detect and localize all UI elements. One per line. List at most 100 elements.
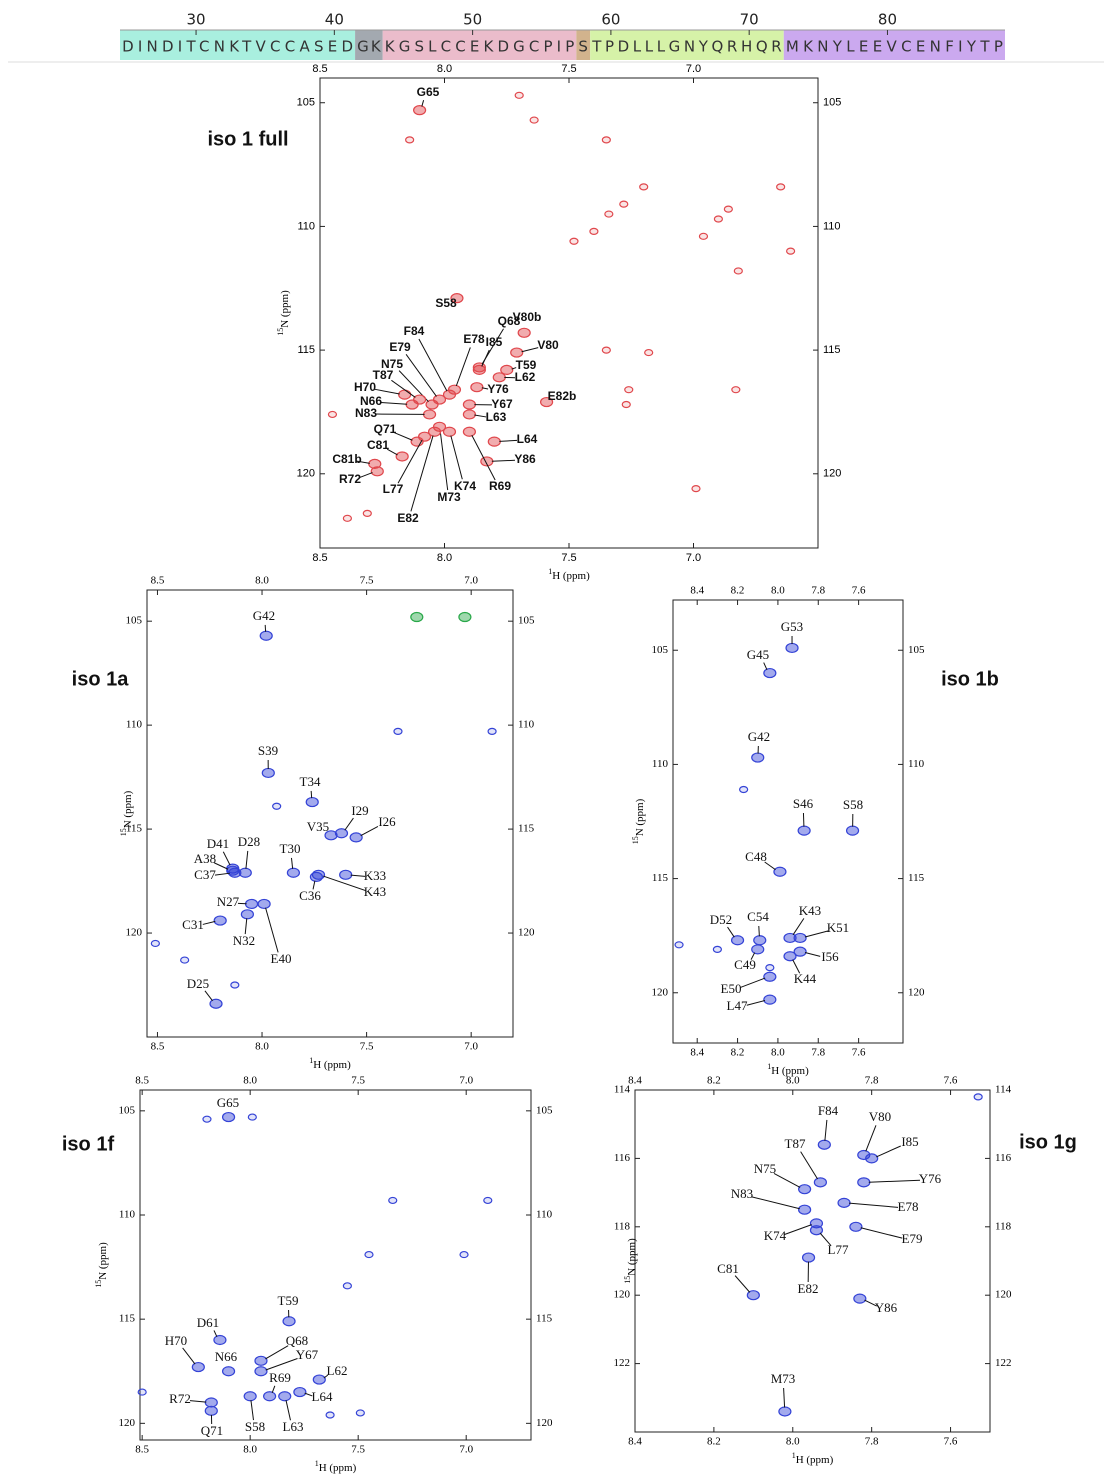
leader-line (481, 349, 490, 367)
peak (150, 939, 160, 948)
plot-frame (146, 589, 514, 1038)
x-axis-label-text: H (ppm) (771, 1065, 809, 1077)
peak (713, 215, 724, 223)
peak-label: C81 (367, 438, 389, 452)
peak (221, 1366, 236, 1377)
x-tick-label: 8.2 (707, 1436, 721, 1448)
peak (674, 941, 684, 949)
x-axis-label-sup: 1 (767, 1062, 771, 1071)
peak-label: Y86 (514, 452, 536, 466)
peak (569, 237, 579, 245)
peak (221, 1111, 236, 1123)
peak-label: D25 (187, 976, 209, 991)
leader-line (860, 1227, 903, 1239)
leader-line (792, 918, 805, 936)
peak-label: C31 (182, 917, 204, 932)
y-axis-label: 15N (ppm) (631, 798, 646, 844)
y-tick-label: 115 (297, 344, 315, 356)
peak-label: T59 (278, 1293, 299, 1308)
leader-line (214, 862, 229, 870)
leader-line (734, 1275, 751, 1293)
y-tick-label: 114 (995, 1084, 1012, 1096)
y-axis-label-text: N (ppm) (279, 290, 291, 328)
peak (413, 105, 427, 116)
sequence-residues: TPDLLLGNYQRHQR (591, 38, 781, 56)
peak (422, 409, 437, 420)
x-axis-label: 1H (ppm) (767, 1062, 809, 1077)
x-tick-label: 7.8 (811, 585, 825, 597)
peak (786, 247, 796, 255)
plot-frame (319, 77, 819, 549)
peak (405, 136, 415, 144)
peak (857, 1177, 871, 1188)
peak (228, 867, 242, 878)
x-tick-label: 8.5 (135, 1075, 149, 1087)
peak-label: M73 (437, 490, 461, 504)
peak-label: S58 (435, 296, 457, 310)
peak (783, 951, 797, 962)
peak (514, 91, 524, 99)
peak (213, 915, 227, 926)
leader-line (182, 1347, 196, 1365)
peak-label: E79 (389, 340, 411, 354)
peak (263, 1391, 277, 1402)
peak (845, 825, 860, 836)
leader-line (360, 825, 379, 837)
y-tick-label: 105 (119, 1104, 136, 1116)
peak (589, 227, 599, 235)
peak (230, 981, 240, 989)
peak (730, 935, 745, 946)
peak (213, 1334, 227, 1346)
peak (312, 1374, 326, 1385)
peak-label: V80 (869, 1109, 891, 1124)
peak-label: T34 (300, 774, 321, 789)
leader-line (374, 388, 400, 395)
leader-line (727, 926, 735, 938)
peak (817, 1139, 831, 1150)
peak-label: H70 (165, 1333, 187, 1348)
x-tick-label: 7.5 (351, 1444, 365, 1456)
peak-label: E50 (721, 981, 742, 996)
leader-line (491, 459, 516, 462)
peak-label: L62 (327, 1363, 348, 1378)
peak (778, 1406, 792, 1417)
sequence-segment (382, 30, 577, 60)
peak-label: C54 (747, 909, 769, 924)
peak (324, 830, 338, 841)
peak (278, 1391, 292, 1402)
x-tick-label: 8.0 (243, 1444, 257, 1456)
peak (733, 267, 743, 275)
leader-line (455, 347, 471, 387)
peak-label: L62 (515, 370, 536, 384)
x-axis-label-sup: 1 (309, 1056, 313, 1065)
peak (529, 116, 539, 124)
peak (751, 944, 765, 955)
y-tick-label: 110 (652, 758, 669, 770)
leader-line (356, 460, 370, 464)
peak (342, 1282, 352, 1290)
y-axis-label: 15N (ppm) (94, 1242, 109, 1288)
peak-label: L64 (517, 432, 538, 446)
x-tick-label: 8.4 (628, 1436, 642, 1448)
leader-line (450, 435, 463, 480)
y-axis-label-sup: 15 (276, 328, 285, 336)
leader-line (439, 430, 449, 491)
x-tick-label: 8.0 (786, 1436, 800, 1448)
leader-line (819, 1232, 832, 1246)
leader-line (244, 918, 248, 935)
leader-line (405, 354, 437, 397)
x-tick-label: 7.0 (464, 575, 478, 587)
y-tick-label: 115 (536, 1313, 553, 1325)
plot-frame (139, 1089, 532, 1441)
peak (765, 964, 775, 972)
leader-line (344, 817, 354, 831)
peak (751, 752, 765, 763)
leader-line (800, 1151, 819, 1180)
leader-line (265, 1345, 289, 1360)
y-axis-label: 15N (ppm) (623, 1238, 638, 1284)
x-axis-label: 1H (ppm) (315, 1459, 357, 1474)
leader-line (350, 874, 366, 877)
peak-label: A38 (194, 851, 216, 866)
x-axis-label-text: H (ppm) (313, 1059, 351, 1071)
y-tick-label: 120 (908, 986, 925, 998)
